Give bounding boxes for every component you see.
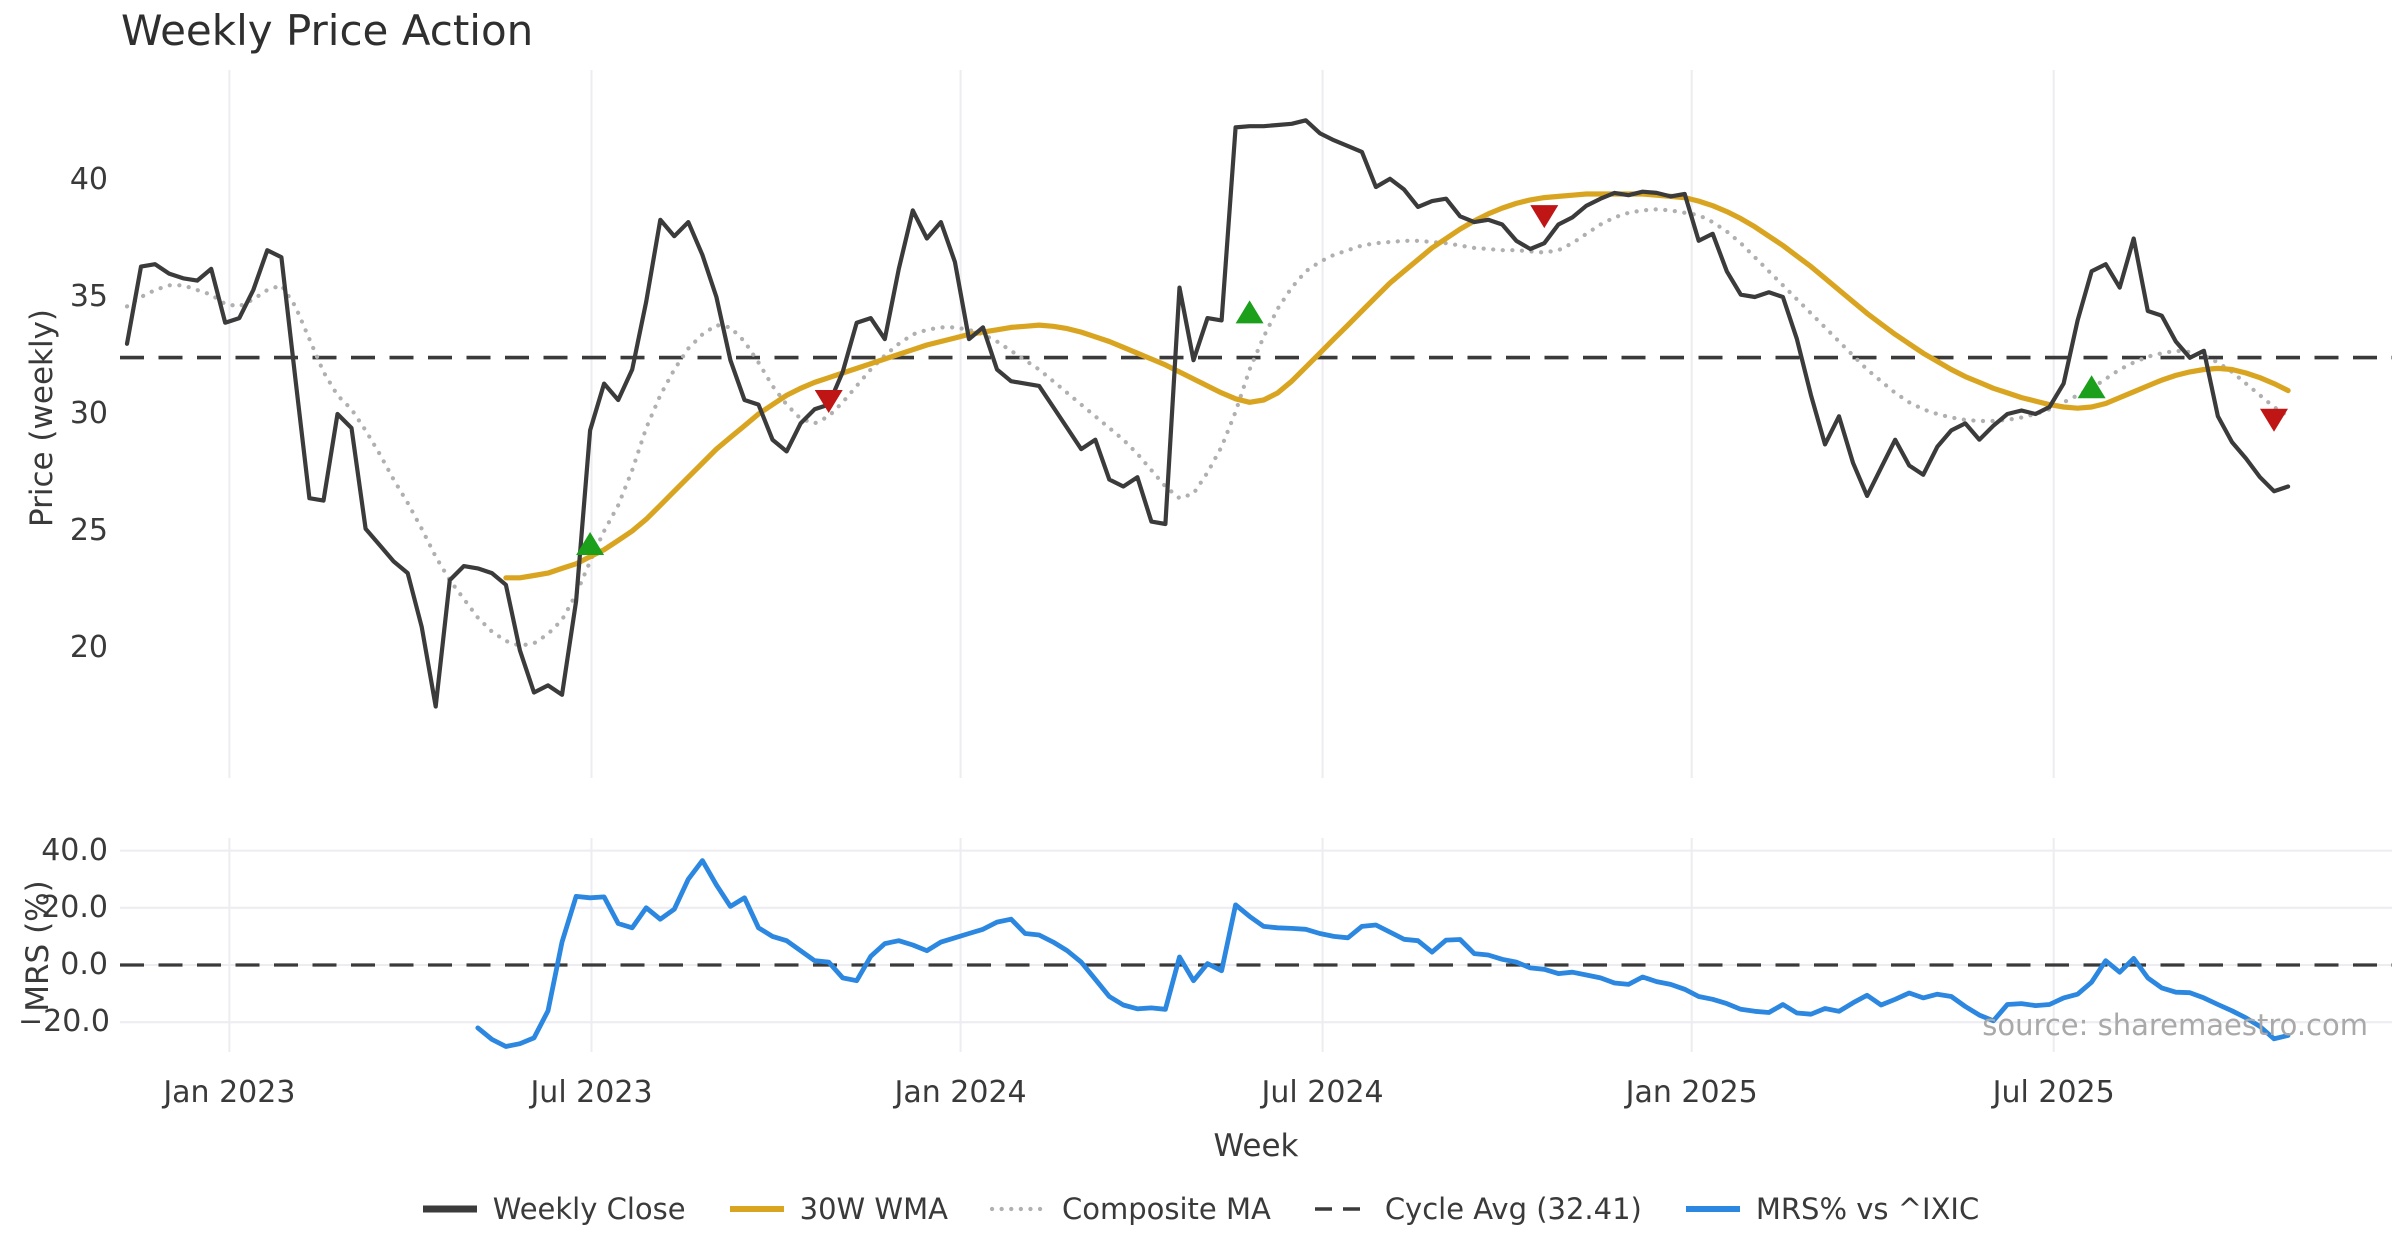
legend-item-label: Weekly Close [492,1192,686,1226]
x-tick-label: Jul 2024 [1261,1075,1384,1110]
sell-signal-icon [1530,205,1559,229]
source-note: source: sharemaestro.com [1982,1008,2368,1042]
mrs-line [475,858,2291,1049]
x-tick-label: Jan 2023 [163,1075,296,1110]
composite-ma-line [124,207,2291,648]
buy-signal-icon [2077,375,2106,399]
legend-item-label: Cycle Avg (32.41) [1384,1192,1642,1226]
legend-line-sample-icon [989,1206,1048,1212]
legend-item-cycle-avg-32-41-: Cycle Avg (32.41) [1313,1192,1642,1226]
price-y-tick-label: 35 [69,279,108,314]
legend-line-sample-icon [422,1205,477,1213]
x-tick-label: Jan 2025 [1625,1075,1758,1110]
legend-line-sample-icon [1314,1207,1369,1211]
legend-item-label: 30W WMA [799,1192,948,1226]
mrs-y-tick-label: 20.0 [41,889,108,925]
legend-line-sample-icon [729,1206,784,1212]
buy-signal-icon [1235,300,1264,324]
legend-item-label: Composite MA [1061,1192,1271,1226]
sell-signal-icon [2260,408,2288,432]
legend-item-composite-ma: Composite MA [989,1192,1271,1226]
x-tick-label: Jul 2025 [1992,1075,2115,1110]
x-tick-label: Jan 2024 [894,1075,1027,1110]
legend-item-weekly-close: Weekly Close [421,1192,686,1226]
legend-item-mrs-vs-ixic: MRS% vs ^IXIC [1684,1192,1979,1226]
chart-legend: Weekly Close 30W WMA Composite MA Cycle Avg… [0,1192,2400,1226]
price-y-tick-label: 30 [69,396,108,431]
price-y-tick-label: 25 [69,513,108,548]
mrs-y-tick-label: 0.0 [60,947,108,982]
legend-item-30w-wma: 30W WMA [728,1192,948,1226]
x-tick-label: Jul 2023 [530,1075,653,1110]
buy-signal-icon [576,532,605,555]
legend-line-sample-icon [1685,1206,1740,1212]
price-y-tick-label: 40 [69,162,108,197]
price-y-tick-label: 20 [69,630,108,665]
mrs-y-tick-label: 40.0 [41,832,108,868]
legend-item-label: MRS% vs ^IXIC [1755,1192,1980,1226]
sell-signal-icon [814,390,843,413]
weekly-close-line [124,118,2291,709]
mrs-y-tick-label: −20.0 [18,1004,110,1040]
x-axis-title: Week [1213,1128,1299,1164]
wma-30w-line [503,191,2291,581]
page-title: Weekly Price Action [121,6,534,55]
